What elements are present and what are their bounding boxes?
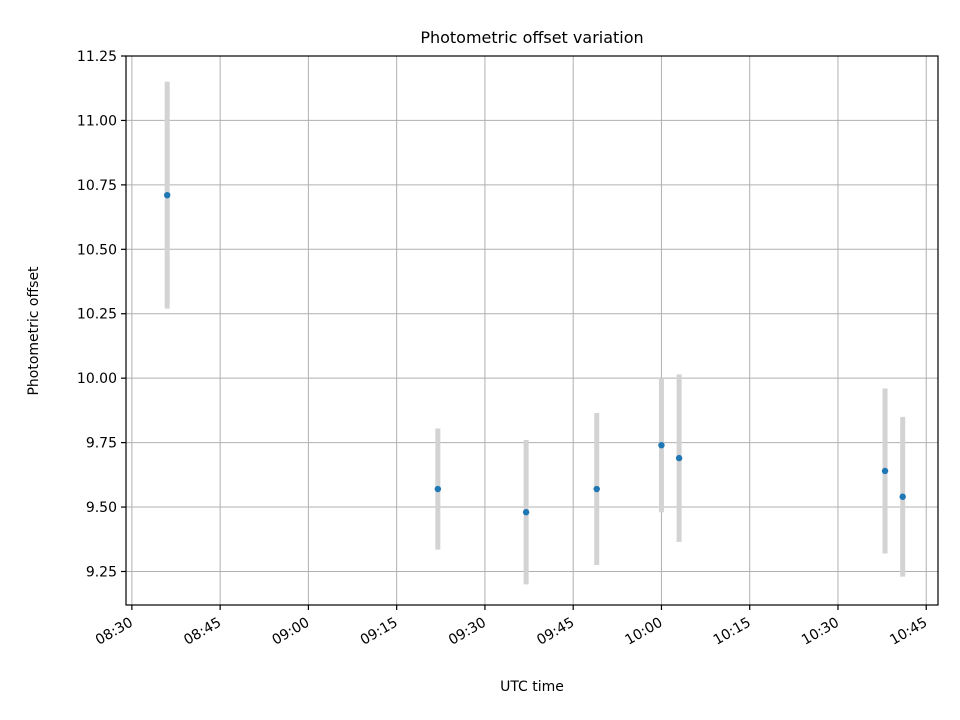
data-point <box>593 485 600 493</box>
x-tick-label: 08:30 <box>93 615 136 649</box>
chart-title: Photometric offset variation <box>420 28 643 47</box>
x-tick-label: 10:45 <box>887 615 930 649</box>
data-point <box>522 509 530 516</box>
y-tick-label: 9.50 <box>86 500 117 516</box>
y-axis-label: Photometric offset <box>26 266 42 396</box>
data-point <box>881 467 889 475</box>
plot-frame <box>125 55 939 606</box>
x-tick-label: 10:30 <box>799 615 842 649</box>
x-tick-label: 09:00 <box>269 615 312 649</box>
x-tick-label: 09:45 <box>534 615 577 649</box>
y-tick-label: 10.50 <box>77 242 117 258</box>
axis-ticks: 08:30 08:45 09:00 09:15 09:30 09:45 10:00 10:15… <box>77 49 930 649</box>
x-tick-label: 09:15 <box>358 615 401 649</box>
x-axis-label: UTC time <box>500 679 564 695</box>
x-tick-label: 10:00 <box>622 615 665 649</box>
y-tick-label: 10.00 <box>77 371 117 387</box>
y-tick-label: 9.25 <box>86 564 117 580</box>
data-point <box>658 441 665 449</box>
data-marks <box>163 81 906 585</box>
y-tick-label: 9.75 <box>86 436 117 452</box>
data-point <box>675 454 683 462</box>
data-point <box>899 493 906 500</box>
data-point <box>434 485 442 493</box>
data-point <box>163 191 171 199</box>
x-tick-label: 09:30 <box>446 615 489 649</box>
y-tick-label: 11.25 <box>77 49 117 65</box>
grid <box>126 55 938 605</box>
y-tick-label: 10.25 <box>77 307 117 323</box>
y-tick-label: 10.75 <box>77 178 117 194</box>
x-tick-label: 10:15 <box>711 615 754 649</box>
x-tick-label: 08:45 <box>181 615 224 649</box>
y-tick-label: 11.00 <box>77 113 117 129</box>
